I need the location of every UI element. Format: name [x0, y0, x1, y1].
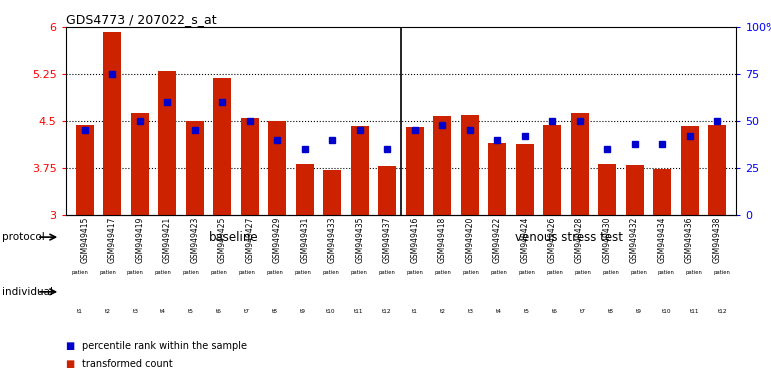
Text: patien: patien: [183, 270, 200, 275]
Text: t11: t11: [689, 308, 699, 314]
Text: venous stress test: venous stress test: [514, 231, 623, 243]
Text: patien: patien: [155, 270, 172, 275]
Text: t11: t11: [354, 308, 364, 314]
Bar: [571, 113, 588, 215]
Bar: [186, 121, 204, 215]
Text: patien: patien: [518, 270, 535, 275]
Text: percentile rank within the sample: percentile rank within the sample: [82, 341, 247, 351]
Bar: [379, 166, 396, 215]
Text: patien: patien: [267, 270, 284, 275]
Text: t2: t2: [439, 308, 446, 314]
Text: patien: patien: [322, 270, 339, 275]
Text: t7: t7: [580, 308, 586, 314]
Text: t10: t10: [326, 308, 336, 314]
Bar: [516, 144, 534, 215]
Text: ■: ■: [66, 341, 75, 351]
Text: t6: t6: [217, 308, 222, 314]
Bar: [488, 143, 506, 215]
Text: patien: patien: [546, 270, 563, 275]
Text: patien: patien: [127, 270, 144, 275]
Text: patien: patien: [714, 270, 731, 275]
Text: individual: individual: [2, 287, 52, 297]
Text: patien: patien: [658, 270, 675, 275]
Text: t2: t2: [104, 308, 110, 314]
Bar: [461, 115, 479, 215]
Text: patien: patien: [630, 270, 647, 275]
Text: patien: patien: [71, 270, 88, 275]
Text: t3: t3: [133, 308, 139, 314]
Bar: [158, 71, 177, 215]
Bar: [351, 126, 369, 215]
Text: patien: patien: [686, 270, 703, 275]
Bar: [323, 170, 341, 215]
Bar: [681, 126, 699, 215]
Text: patien: patien: [434, 270, 451, 275]
Text: patien: patien: [295, 270, 311, 275]
Text: patien: patien: [351, 270, 368, 275]
Bar: [76, 125, 94, 215]
Text: t9: t9: [635, 308, 641, 314]
Bar: [103, 32, 121, 215]
Bar: [433, 116, 451, 215]
Text: transformed count: transformed count: [82, 359, 173, 369]
Text: t7: t7: [244, 308, 251, 314]
Bar: [268, 121, 286, 215]
Text: patien: patien: [406, 270, 423, 275]
Text: patien: patien: [602, 270, 619, 275]
Text: ■: ■: [66, 359, 75, 369]
Bar: [544, 125, 561, 215]
Text: patien: patien: [574, 270, 591, 275]
Bar: [653, 169, 671, 215]
Text: t1: t1: [412, 308, 418, 314]
Text: t10: t10: [662, 308, 672, 314]
Text: GDS4773 / 207022_s_at: GDS4773 / 207022_s_at: [66, 13, 216, 26]
Text: t4: t4: [160, 308, 167, 314]
Bar: [708, 125, 726, 215]
Text: patien: patien: [210, 270, 227, 275]
Text: t12: t12: [718, 308, 727, 314]
Text: t4: t4: [496, 308, 502, 314]
Text: patien: patien: [490, 270, 507, 275]
Bar: [598, 164, 616, 215]
Text: t3: t3: [468, 308, 474, 314]
Bar: [406, 127, 423, 215]
Text: t1: t1: [76, 308, 82, 314]
Text: t8: t8: [272, 308, 278, 314]
Bar: [296, 164, 314, 215]
Text: t5: t5: [524, 308, 530, 314]
Text: patien: patien: [99, 270, 116, 275]
Bar: [131, 113, 149, 215]
Bar: [214, 78, 231, 215]
Text: baseline: baseline: [208, 231, 258, 243]
Text: t5: t5: [188, 308, 194, 314]
Text: t6: t6: [552, 308, 557, 314]
Text: patien: patien: [239, 270, 256, 275]
Text: t8: t8: [608, 308, 614, 314]
Text: patien: patien: [379, 270, 396, 275]
Text: t9: t9: [300, 308, 306, 314]
Text: t12: t12: [382, 308, 392, 314]
Text: protocol: protocol: [2, 232, 44, 242]
Bar: [625, 165, 644, 215]
Bar: [241, 118, 258, 215]
Text: patien: patien: [463, 270, 480, 275]
